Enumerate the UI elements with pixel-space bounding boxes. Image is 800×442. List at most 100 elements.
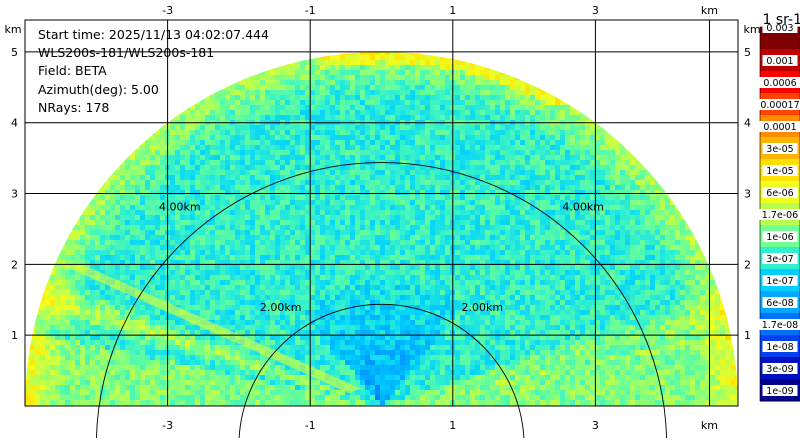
field-cell — [665, 250, 670, 255]
field-cell — [495, 280, 500, 285]
field-cell — [45, 275, 50, 280]
field-cell — [415, 70, 420, 75]
field-cell — [100, 215, 105, 220]
field-cell — [630, 270, 635, 275]
field-cell — [420, 75, 425, 80]
field-cell — [225, 85, 230, 90]
field-cell — [400, 165, 405, 170]
field-cell — [275, 195, 280, 200]
field-cell — [220, 240, 225, 245]
field-cell — [210, 195, 215, 200]
field-cell — [495, 270, 500, 275]
field-cell — [415, 280, 420, 285]
field-cell — [505, 265, 510, 270]
field-cell — [330, 195, 335, 200]
field-cell — [240, 100, 245, 105]
field-cell — [265, 210, 270, 215]
field-cell — [500, 245, 505, 250]
field-cell — [575, 285, 580, 290]
field-cell — [520, 290, 525, 295]
field-cell — [535, 105, 540, 110]
field-cell — [320, 240, 325, 245]
field-cell — [315, 200, 320, 205]
field-cell — [320, 105, 325, 110]
field-cell — [505, 135, 510, 140]
field-cell — [350, 80, 355, 85]
field-cell — [385, 255, 390, 260]
field-cell — [605, 230, 610, 235]
field-cell — [595, 125, 600, 130]
field-cell — [300, 290, 305, 295]
field-cell — [470, 195, 475, 200]
field-cell — [235, 245, 240, 250]
field-cell — [525, 180, 530, 185]
field-cell — [540, 235, 545, 240]
field-cell — [625, 165, 630, 170]
field-cell — [560, 270, 565, 275]
field-cell — [485, 125, 490, 130]
field-cell — [500, 200, 505, 205]
field-cell — [125, 215, 130, 220]
field-cell — [330, 260, 335, 265]
field-cell — [225, 280, 230, 285]
field-cell — [560, 220, 565, 225]
field-cell — [605, 215, 610, 220]
field-cell — [320, 155, 325, 160]
field-cell — [140, 280, 145, 285]
field-cell — [520, 75, 525, 80]
field-cell — [495, 80, 500, 85]
field-cell — [190, 260, 195, 265]
field-cell — [575, 190, 580, 195]
field-cell — [495, 150, 500, 155]
field-cell — [400, 190, 405, 195]
field-cell — [120, 230, 125, 235]
field-cell — [520, 85, 525, 90]
field-cell — [440, 225, 445, 230]
field-cell — [100, 180, 105, 185]
field-cell — [330, 225, 335, 230]
field-cell — [255, 215, 260, 220]
field-cell — [235, 115, 240, 120]
field-cell — [550, 240, 555, 245]
field-cell — [365, 80, 370, 85]
field-cell — [370, 125, 375, 130]
field-cell — [330, 105, 335, 110]
field-cell — [215, 145, 220, 150]
field-cell — [80, 245, 85, 250]
field-cell — [175, 200, 180, 205]
field-cell — [240, 80, 245, 85]
field-cell — [410, 130, 415, 135]
field-cell — [445, 75, 450, 80]
field-cell — [190, 205, 195, 210]
field-cell — [115, 230, 120, 235]
field-cell — [315, 60, 320, 65]
field-cell — [310, 170, 315, 175]
field-cell — [115, 265, 120, 270]
field-cell — [240, 210, 245, 215]
field-cell — [295, 275, 300, 280]
field-cell — [650, 235, 655, 240]
field-cell — [275, 295, 280, 300]
field-cell — [425, 85, 430, 90]
field-cell — [100, 250, 105, 255]
field-cell — [275, 140, 280, 145]
field-cell — [190, 230, 195, 235]
field-cell — [645, 200, 650, 205]
field-cell — [200, 130, 205, 135]
field-cell — [410, 280, 415, 285]
field-cell — [225, 180, 230, 185]
field-cell — [585, 200, 590, 205]
field-cell — [355, 110, 360, 115]
field-cell — [270, 275, 275, 280]
field-cell — [240, 110, 245, 115]
field-cell — [565, 155, 570, 160]
field-cell — [155, 290, 160, 295]
field-cell — [100, 210, 105, 215]
field-cell — [60, 250, 65, 255]
field-cell — [440, 230, 445, 235]
field-cell — [475, 280, 480, 285]
field-cell — [405, 105, 410, 110]
field-cell — [60, 275, 65, 280]
field-cell — [455, 265, 460, 270]
field-cell — [270, 165, 275, 170]
